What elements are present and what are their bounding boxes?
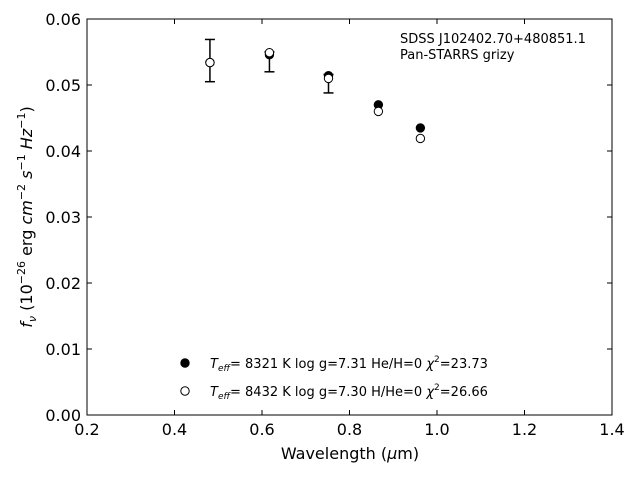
x-axis-label: Wavelength (μm)	[281, 444, 419, 463]
legend: Teff= 8321 K log g=7.31 He/H=0 χ2=23.73 …	[180, 355, 488, 402]
model-point-open	[415, 133, 426, 144]
model-point-open	[205, 57, 215, 68]
model-point-open	[264, 47, 275, 58]
x-tick-label: 1.0	[424, 420, 449, 439]
model-point-open	[323, 73, 334, 84]
x-tick-label: 1.2	[512, 420, 537, 439]
data-markers	[205, 47, 426, 144]
legend-marker-filled	[180, 358, 190, 368]
y-tick-label: 0.05	[45, 76, 81, 95]
y-tick-label: 0.00	[45, 406, 81, 425]
y-axis-label: fν (10−26 erg cm−2 s−1 Hz−1)	[15, 106, 39, 327]
x-tick-label: 0.6	[249, 420, 274, 439]
annotation-line-1: SDSS J102402.70+480851.1	[400, 32, 586, 47]
x-tick-label: 0.8	[337, 420, 362, 439]
annotation-line-2: Pan-STARRS grizy	[400, 48, 515, 63]
legend-marker-open	[180, 386, 190, 396]
y-tick-label: 0.02	[45, 274, 81, 293]
plot-area	[86, 18, 613, 416]
x-tick-label: 0.2	[74, 420, 99, 439]
legend-entry-2: Teff= 8432 K log g=7.30 H/He=0 χ2=26.66	[210, 383, 488, 402]
y-tick-label: 0.03	[45, 208, 81, 227]
x-tick-label: 1.4	[599, 420, 624, 439]
model-point-filled	[415, 123, 426, 133]
y-tick-label: 0.06	[45, 10, 81, 29]
axis-ticks: 0.2 0.4 0.6 0.8 1.0 1.2 1.4 0.00 0.01 0.02 0.03 0.0…	[45, 10, 624, 439]
legend-entry-1: Teff= 8321 K log g=7.31 He/H=0 χ2=23.73	[210, 355, 488, 374]
x-tick-label: 0.4	[162, 420, 187, 439]
model-point-open	[373, 106, 384, 117]
y-tick-label: 0.01	[45, 340, 81, 359]
y-tick-label: 0.04	[45, 142, 81, 161]
